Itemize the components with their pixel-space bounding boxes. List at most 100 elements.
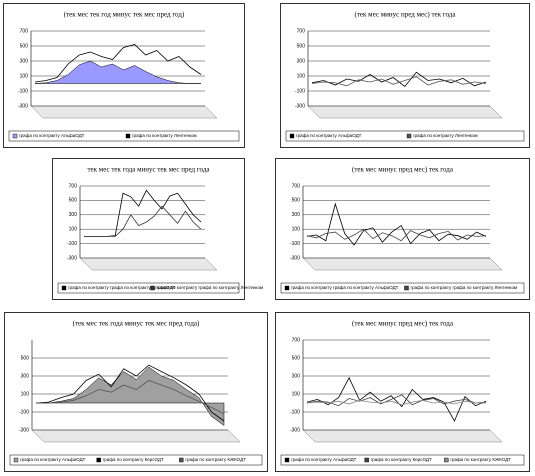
y-tick-label: 300: [69, 212, 78, 218]
series-line: [306, 399, 486, 406]
chart-title: (тек мес тек год минус тек мес пред год): [64, 11, 185, 19]
y-tick-label: -100: [290, 241, 300, 247]
y-tick-label: 700: [292, 183, 301, 189]
y-tick-label: 700: [297, 28, 306, 34]
y-tick-label: 300: [21, 373, 30, 379]
chart-title: (тек мес минус пред мес) тек года: [352, 320, 454, 328]
legend-label: графа по контракту КЖКОДТ: [185, 457, 246, 462]
legend-label: графа по контракту графа по контракту Ле…: [157, 285, 264, 290]
chart-panel: (тек мес минус пред мес) тек года 700 500 3…: [275, 158, 530, 300]
chart-panel: (тек мес тек год минус тек мес пред год)…: [3, 3, 245, 148]
y-tick-label: 500: [292, 355, 301, 361]
y-tick-label: 700: [292, 337, 301, 343]
legend-swatch: [284, 457, 290, 463]
legend-swatch: [125, 133, 131, 139]
y-tick-label: -100: [18, 88, 28, 94]
plot-floor: [307, 105, 503, 119]
series-area: [34, 60, 201, 84]
series-line: [306, 228, 487, 242]
legend-label: графа по контракту графа по контракту Ал…: [68, 285, 176, 290]
series-line: [84, 205, 202, 237]
y-tick-label: 700: [20, 28, 29, 34]
plot-floor: [79, 257, 218, 271]
legend-box: [285, 130, 525, 142]
plot-floor: [31, 429, 241, 443]
legend-box: [57, 282, 240, 294]
y-tick-label: 100: [292, 391, 301, 397]
legend-swatch: [13, 457, 19, 463]
y-tick-label: 100: [297, 73, 306, 79]
chart-panel: (тек мес минус пред мес) тек года 700 500 3…: [280, 3, 530, 148]
legend-swatch: [179, 457, 184, 463]
legend-box: [280, 282, 525, 294]
y-tick-label: 500: [292, 198, 301, 204]
series-area: [36, 366, 225, 426]
plot-floor: [302, 429, 503, 443]
y-tick-label: 500: [20, 43, 29, 49]
legend-swatch: [284, 285, 290, 291]
y-tick-label: -300: [19, 427, 29, 433]
y-tick-label: 500: [69, 198, 78, 204]
series-line: [306, 376, 487, 422]
legend-label: графа по контракту КЖКОДТ: [450, 457, 511, 462]
series-line: [36, 380, 225, 415]
y-tick-label: -300: [18, 103, 28, 109]
y-tick-label: -100: [290, 409, 300, 415]
chart-panel: (тек мес тек года минус тек мес пред год…: [4, 312, 268, 472]
y-tick-label: 300: [292, 373, 301, 379]
y-tick-label: 300: [20, 58, 29, 64]
y-tick-label: 100: [20, 73, 29, 79]
y-tick-label: -100: [19, 409, 29, 415]
legend-swatch: [12, 133, 18, 139]
y-tick-label: 300: [297, 58, 306, 64]
series-line: [306, 202, 487, 246]
legend-label: графа по контракту КерсОДТ: [103, 457, 164, 462]
legend-label: графа по контракту АльфаОДТ: [19, 133, 85, 138]
chart-title: (тек мес минус пред мес) тек года: [355, 11, 457, 19]
y-tick-label: -100: [67, 241, 77, 247]
legend-label: графа по контракту АльфаОДТ: [296, 133, 362, 138]
legend-label: графа по контракту АльфаОДТ: [20, 457, 86, 462]
y-tick-label: -300: [290, 255, 300, 261]
y-tick-label: 700: [69, 183, 78, 189]
y-tick-label: 500: [21, 355, 30, 361]
legend-label: графа по контракту графа по контракту Ал…: [291, 285, 399, 290]
chart-panel: тек мес тек года минус тек мес пред года…: [52, 158, 264, 300]
legend-swatch: [96, 457, 101, 463]
chart-title: (тек мес минус пред мес) тек года: [352, 166, 454, 174]
legend-box: [280, 454, 525, 466]
plot-floor: [302, 257, 503, 271]
y-tick-label: -300: [290, 427, 300, 433]
y-tick-label: -300: [295, 103, 305, 109]
legend-swatch: [444, 457, 449, 463]
legend-swatch: [364, 457, 369, 463]
series-line: [311, 76, 487, 87]
chart-panel: (тек мес минус пред мес) тек года 700 500 3…: [275, 312, 530, 472]
y-tick-label: 500: [297, 43, 306, 49]
legend-box: [9, 454, 263, 466]
y-tick-label: 100: [21, 391, 30, 397]
y-tick-label: -100: [295, 88, 305, 94]
series-line: [35, 364, 225, 422]
series-line: [306, 394, 487, 407]
y-tick-label: -300: [67, 255, 77, 261]
chart-title: тек мес тек года минус тек мес пред года: [87, 166, 210, 174]
legend-swatch: [61, 285, 67, 291]
legend-swatch: [289, 133, 295, 139]
legend-swatch: [404, 285, 409, 291]
legend-swatch: [406, 133, 412, 139]
legend-swatch: [150, 285, 155, 291]
legend-label: графа по контракту КерсОДТ: [371, 457, 432, 462]
y-tick-label: 300: [292, 212, 301, 218]
legend-label: графа по контракту Лентенком: [132, 133, 197, 138]
plot-floor: [30, 105, 218, 119]
legend-label: графа по контракту АльфаОДТ: [291, 457, 357, 462]
legend-label: графа по контракту графа по контракту Ле…: [411, 285, 518, 290]
panel-border: [275, 312, 530, 472]
chart-title: (тек мес тек года минус тек мес пред год…: [73, 320, 200, 328]
y-tick-label: 100: [69, 227, 78, 233]
panel-border: [280, 3, 530, 148]
y-tick-label: 100: [292, 227, 301, 233]
legend-label: графа по контракту Лентенком: [413, 133, 478, 138]
